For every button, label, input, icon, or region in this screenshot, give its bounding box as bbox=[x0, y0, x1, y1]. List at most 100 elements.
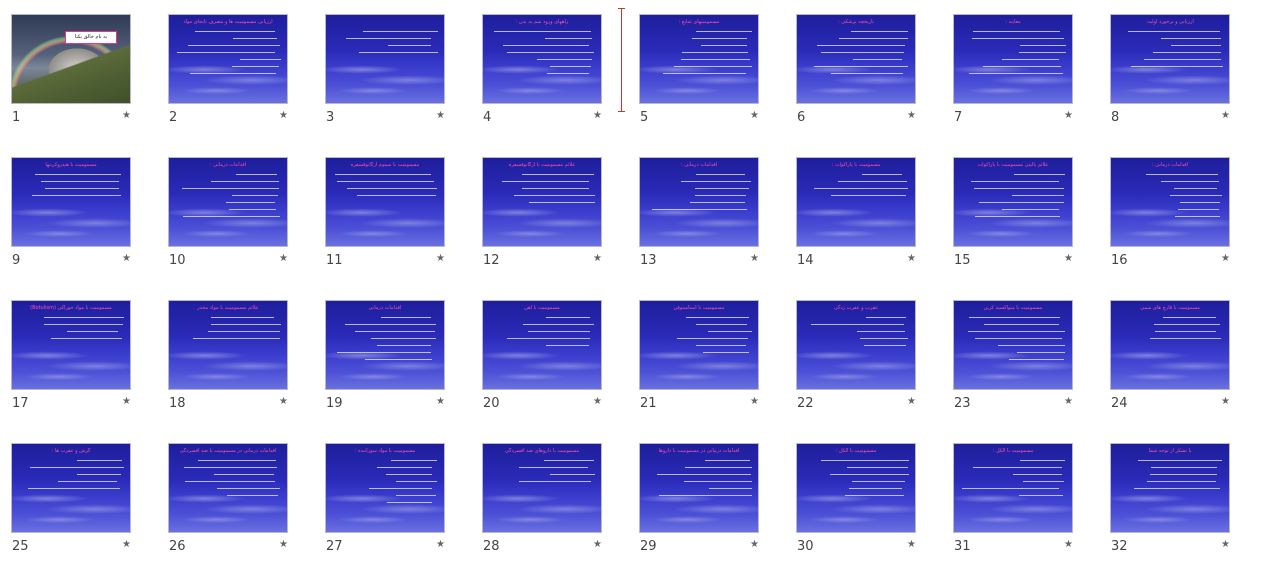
transition-star-icon[interactable]: ★ bbox=[1064, 110, 1073, 121]
slide-thumbnail-29[interactable]: اقدامات درمانی در مسمومیت با داروها 29 ★ bbox=[628, 429, 778, 569]
slide-text-line bbox=[831, 73, 903, 74]
slide-thumbnail-1[interactable]: به نام خالق یکتا 1 ★ bbox=[0, 0, 150, 140]
slide-thumbnail-31[interactable]: مسمومیت با الکل : 31 ★ bbox=[942, 429, 1092, 569]
slide-thumbnail-23[interactable]: مسمومیت با منواکسید کربن 23 ★ bbox=[942, 286, 1092, 426]
slide-thumbnail-25[interactable]: گزش و عقرب ها : 25 ★ bbox=[0, 429, 150, 569]
slide-thumbnail-10[interactable]: اقدامات درمانی : 10 ★ bbox=[157, 143, 307, 283]
slide-thumbnail-2[interactable]: ارزیابی مسمومیت ها و مصرف نابجای مواد 2 ★ bbox=[157, 0, 307, 140]
transition-star-icon[interactable]: ★ bbox=[122, 539, 131, 550]
slide-thumbnail-21[interactable]: مسمومیت با استامینوفن 21 ★ bbox=[628, 286, 778, 426]
slide-thumbnail-9[interactable]: مسمومیت با هیدروکربنها 9 ★ bbox=[0, 143, 150, 283]
slide-preview[interactable]: مسمومیت با داروهای ضد افسردگی bbox=[482, 443, 602, 533]
slide-thumbnail-15[interactable]: علائم بالینی مسمومیت با پاراکوات 15 ★ bbox=[942, 143, 1092, 283]
slide-preview[interactable]: ارزیابی و برخورد اولیه: bbox=[1110, 14, 1230, 104]
transition-star-icon[interactable]: ★ bbox=[279, 539, 288, 550]
slide-preview[interactable]: مسمومیت با استامینوفن bbox=[639, 300, 759, 390]
transition-star-icon[interactable]: ★ bbox=[1221, 110, 1230, 121]
slide-text-line bbox=[1155, 331, 1216, 332]
transition-star-icon[interactable]: ★ bbox=[593, 539, 602, 550]
transition-star-icon[interactable]: ★ bbox=[436, 539, 445, 550]
slide-thumbnail-7[interactable]: معاینه : 7 ★ bbox=[942, 0, 1092, 140]
slide-preview[interactable]: اقدامات درمانی در مسمومیت با داروها bbox=[639, 443, 759, 533]
slide-preview[interactable]: مسمومیت با مواد خوراکی (Botulism) bbox=[11, 300, 131, 390]
slide-preview[interactable]: راههای ورود سم به بدن : bbox=[482, 14, 602, 104]
transition-star-icon[interactable]: ★ bbox=[750, 253, 759, 264]
transition-star-icon[interactable]: ★ bbox=[907, 396, 916, 407]
transition-star-icon[interactable]: ★ bbox=[1064, 539, 1073, 550]
transition-star-icon[interactable]: ★ bbox=[279, 253, 288, 264]
slide-thumbnail-16[interactable]: اقدامات درمانی : 16 ★ bbox=[1099, 143, 1249, 283]
slide-preview[interactable]: مسمومیت با الکل : bbox=[796, 443, 916, 533]
transition-star-icon[interactable]: ★ bbox=[750, 110, 759, 121]
transition-star-icon[interactable]: ★ bbox=[122, 396, 131, 407]
transition-star-icon[interactable]: ★ bbox=[436, 253, 445, 264]
transition-star-icon[interactable]: ★ bbox=[1221, 539, 1230, 550]
slide-preview[interactable]: اقدامات درمانی : bbox=[168, 157, 288, 247]
slide-thumbnail-19[interactable]: اقدامات درمانی 19 ★ bbox=[314, 286, 464, 426]
slide-thumbnail-4[interactable]: راههای ورود سم به بدن : 4 ★ bbox=[471, 0, 621, 140]
slide-preview[interactable]: مسمومیت با مواد سوزاننده : bbox=[325, 443, 445, 533]
transition-star-icon[interactable]: ★ bbox=[1221, 253, 1230, 264]
slide-preview[interactable]: با تشکر از توجه شما bbox=[1110, 443, 1230, 533]
slide-thumbnail-24[interactable]: مسمومیت با قارچ های سمی 24 ★ bbox=[1099, 286, 1249, 426]
slide-thumbnail-11[interactable]: مسمومیت با سموم ارگانوفسفره 11 ★ bbox=[314, 143, 464, 283]
slide-number: 30 bbox=[797, 539, 814, 554]
slide-preview[interactable]: علائم مسمومیت با مواد مخدر bbox=[168, 300, 288, 390]
slide-thumbnail-32[interactable]: با تشکر از توجه شما 32 ★ bbox=[1099, 429, 1249, 569]
transition-star-icon[interactable]: ★ bbox=[750, 539, 759, 550]
transition-star-icon[interactable]: ★ bbox=[279, 110, 288, 121]
slide-preview[interactable]: مسمومیت با پاراکوات : bbox=[796, 157, 916, 247]
slide-thumbnail-12[interactable]: علائم مسمومیت با ارگانوفسفره 12 ★ bbox=[471, 143, 621, 283]
transition-star-icon[interactable]: ★ bbox=[750, 396, 759, 407]
slide-preview[interactable]: علائم مسمومیت با ارگانوفسفره bbox=[482, 157, 602, 247]
slide-preview[interactable]: مسمومیت با آهن bbox=[482, 300, 602, 390]
slide-thumbnail-13[interactable]: اقدامات درمانی : 13 ★ bbox=[628, 143, 778, 283]
slide-preview[interactable]: علائم بالینی مسمومیت با پاراکوات bbox=[953, 157, 1073, 247]
transition-star-icon[interactable]: ★ bbox=[907, 253, 916, 264]
transition-star-icon[interactable]: ★ bbox=[593, 396, 602, 407]
slide-preview[interactable]: مسمومیتهای شایع : bbox=[639, 14, 759, 104]
transition-star-icon[interactable]: ★ bbox=[436, 110, 445, 121]
slide-thumbnail-18[interactable]: علائم مسمومیت با مواد مخدر 18 ★ bbox=[157, 286, 307, 426]
transition-star-icon[interactable]: ★ bbox=[1221, 396, 1230, 407]
slide-preview[interactable]: اقدامات درمانی در مسمومیت با ضد افسردگی bbox=[168, 443, 288, 533]
slide-thumbnail-20[interactable]: مسمومیت با آهن 20 ★ bbox=[471, 286, 621, 426]
slide-thumbnail-26[interactable]: اقدامات درمانی در مسمومیت با ضد افسردگی 2… bbox=[157, 429, 307, 569]
slide-preview[interactable] bbox=[325, 14, 445, 104]
transition-star-icon[interactable]: ★ bbox=[593, 110, 602, 121]
slide-preview[interactable]: مسمومیت با هیدروکربنها bbox=[11, 157, 131, 247]
transition-star-icon[interactable]: ★ bbox=[122, 253, 131, 264]
slide-preview[interactable]: تاریخچه پزشکی : bbox=[796, 14, 916, 104]
transition-star-icon[interactable]: ★ bbox=[1064, 396, 1073, 407]
slide-preview[interactable]: عقرب و عقرب زدگی bbox=[796, 300, 916, 390]
transition-star-icon[interactable]: ★ bbox=[907, 539, 916, 550]
slide-preview[interactable]: ارزیابی مسمومیت ها و مصرف نابجای مواد bbox=[168, 14, 288, 104]
slide-thumbnail-28[interactable]: مسمومیت با داروهای ضد افسردگی 28 ★ bbox=[471, 429, 621, 569]
slide-thumbnail-5[interactable]: مسمومیتهای شایع : 5 ★ bbox=[628, 0, 778, 140]
slide-preview[interactable]: مسمومیت با سموم ارگانوفسفره bbox=[325, 157, 445, 247]
slide-preview[interactable]: اقدامات درمانی bbox=[325, 300, 445, 390]
transition-star-icon[interactable]: ★ bbox=[436, 396, 445, 407]
transition-star-icon[interactable]: ★ bbox=[1064, 253, 1073, 264]
slide-preview[interactable]: معاینه : bbox=[953, 14, 1073, 104]
slide-preview[interactable]: به نام خالق یکتا bbox=[11, 14, 131, 104]
slide-thumbnail-3[interactable]: 3 ★ bbox=[314, 0, 464, 140]
slide-preview[interactable]: مسمومیت با قارچ های سمی bbox=[1110, 300, 1230, 390]
slide-preview[interactable]: گزش و عقرب ها : bbox=[11, 443, 131, 533]
slide-preview[interactable]: اقدامات درمانی : bbox=[639, 157, 759, 247]
slide-thumbnail-8[interactable]: ارزیابی و برخورد اولیه: 8 ★ bbox=[1099, 0, 1249, 140]
transition-star-icon[interactable]: ★ bbox=[279, 396, 288, 407]
slide-thumbnail-22[interactable]: عقرب و عقرب زدگی 22 ★ bbox=[785, 286, 935, 426]
slide-thumbnail-6[interactable]: تاریخچه پزشکی : 6 ★ bbox=[785, 0, 935, 140]
transition-star-icon[interactable]: ★ bbox=[122, 110, 131, 121]
slide-thumbnail-17[interactable]: مسمومیت با مواد خوراکی (Botulism) 17 ★ bbox=[0, 286, 150, 426]
transition-star-icon[interactable]: ★ bbox=[907, 110, 916, 121]
slide-thumbnail-30[interactable]: مسمومیت با الکل : 30 ★ bbox=[785, 429, 935, 569]
slide-thumbnail-14[interactable]: مسمومیت با پاراکوات : 14 ★ bbox=[785, 143, 935, 283]
slide-preview[interactable]: مسمومیت با الکل : bbox=[953, 443, 1073, 533]
slide-text-line bbox=[830, 474, 909, 475]
transition-star-icon[interactable]: ★ bbox=[593, 253, 602, 264]
slide-thumbnail-27[interactable]: مسمومیت با مواد سوزاننده : 27 ★ bbox=[314, 429, 464, 569]
slide-preview[interactable]: اقدامات درمانی : bbox=[1110, 157, 1230, 247]
slide-preview[interactable]: مسمومیت با منواکسید کربن bbox=[953, 300, 1073, 390]
